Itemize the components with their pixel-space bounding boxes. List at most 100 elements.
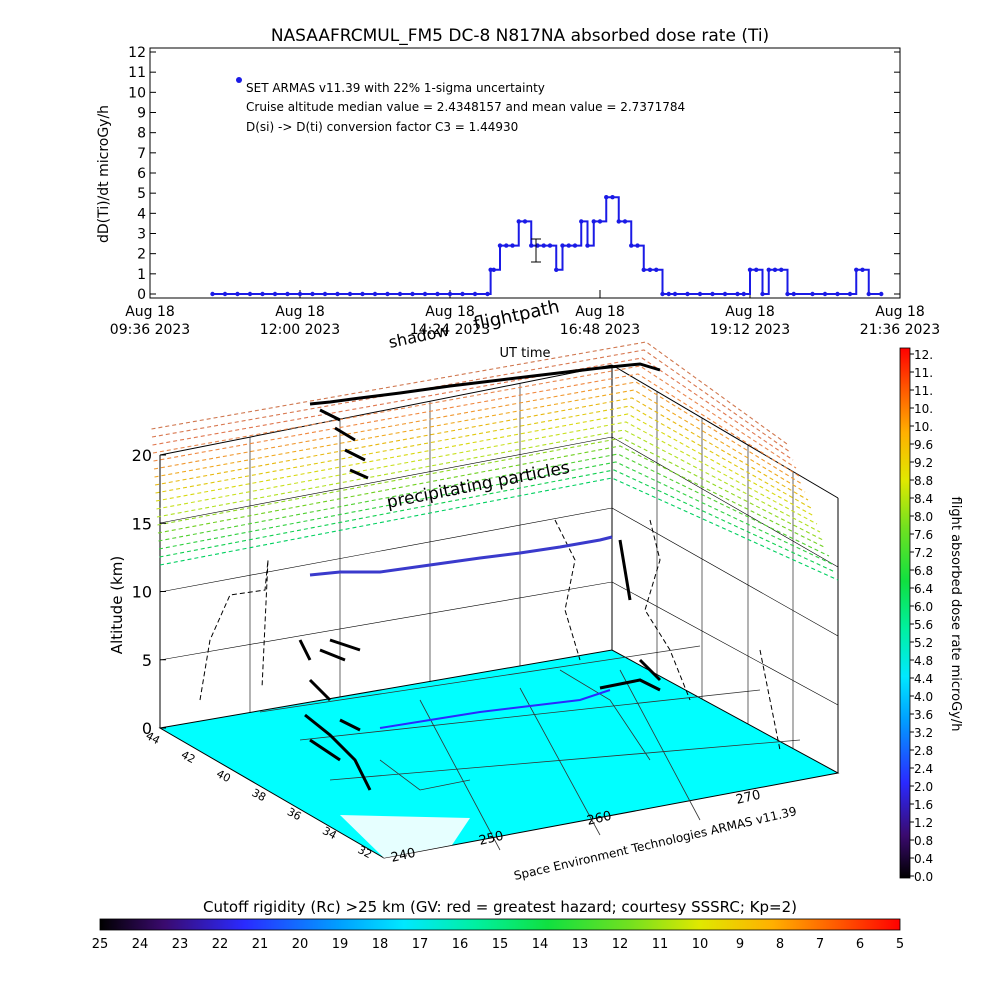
data-point bbox=[385, 291, 390, 297]
data-point bbox=[791, 291, 796, 297]
dose-tick-label: 10. bbox=[914, 402, 933, 416]
ground-track bbox=[304, 678, 661, 791]
rigidity-tick-label: 20 bbox=[292, 937, 309, 952]
data-point bbox=[516, 219, 521, 224]
dose-tick-label: 0.4 bbox=[914, 852, 933, 866]
data-point bbox=[697, 291, 703, 297]
y-tick-label: 2 bbox=[137, 247, 146, 263]
x-tick-label: 21:36 2023 bbox=[860, 322, 940, 338]
map-white-patch bbox=[340, 815, 470, 858]
y-tick-label: 7 bbox=[137, 146, 146, 162]
data-point bbox=[397, 291, 403, 297]
dose-tick-label: 7.6 bbox=[914, 528, 933, 542]
dose-tick-label: 0.0 bbox=[914, 870, 933, 884]
data-point bbox=[754, 267, 759, 272]
data-point bbox=[597, 219, 603, 224]
latitude-axis: 44 42 40 38 36 34 32 bbox=[144, 729, 374, 861]
rigidity-tick-label: 11 bbox=[652, 937, 669, 952]
data-point bbox=[591, 219, 596, 224]
rigidity-tick-label: 19 bbox=[332, 937, 349, 952]
particle-layer bbox=[152, 357, 794, 461]
rigidity-tick-label: 18 bbox=[372, 937, 389, 952]
rigidity-tick-label: 8 bbox=[776, 937, 784, 952]
data-point bbox=[504, 243, 509, 248]
latitude-tick-label: 44 bbox=[144, 729, 162, 747]
dose-colorbar-label: flight absorbed dose rate microGy/h bbox=[948, 497, 963, 732]
data-point bbox=[210, 291, 215, 297]
dose-tick-label: 5.6 bbox=[914, 618, 933, 632]
data-point bbox=[347, 291, 353, 297]
y-axis-label: dD(Ti)/dt microGy/h bbox=[96, 105, 112, 243]
z-axis-label: Altitude (km) bbox=[108, 556, 126, 654]
dose-tick-label: 3.2 bbox=[914, 726, 933, 740]
data-point bbox=[372, 291, 378, 297]
data-point bbox=[585, 243, 590, 248]
chart-title: NASAAFRCMUL_FM5 DC-8 N817NA absorbed dos… bbox=[271, 26, 769, 46]
dose-tick-label: 8.4 bbox=[914, 492, 933, 506]
rigidity-tick-label: 17 bbox=[412, 937, 429, 952]
dose-tick-label: 1.2 bbox=[914, 816, 933, 830]
data-point bbox=[854, 267, 859, 272]
rigidity-tick-label: 7 bbox=[816, 937, 824, 952]
dose-tick-label: 11. bbox=[914, 366, 933, 380]
particle-layer bbox=[151, 341, 788, 445]
rigidity-tick-label: 5 bbox=[896, 937, 904, 952]
x-tick-label: Aug 18 bbox=[275, 304, 325, 320]
z-tick-label: 5 bbox=[142, 651, 152, 670]
data-point bbox=[666, 291, 671, 297]
data-point bbox=[322, 291, 328, 297]
data-point bbox=[741, 291, 746, 297]
data-point bbox=[772, 267, 778, 272]
dose-tick-label: 9.2 bbox=[914, 456, 933, 470]
particle-layer bbox=[154, 397, 809, 501]
y-tick-label: 3 bbox=[137, 227, 146, 243]
rigidity-tick-label: 23 bbox=[172, 937, 189, 952]
data-point bbox=[735, 291, 740, 297]
data-point bbox=[629, 243, 634, 248]
data-point bbox=[810, 291, 815, 297]
data-point bbox=[635, 243, 640, 248]
data-point bbox=[247, 291, 253, 297]
latitude-tick-label: 40 bbox=[214, 767, 232, 785]
data-point bbox=[685, 291, 690, 297]
z-tick-label: 20 bbox=[132, 446, 152, 465]
y-tick-label: 12 bbox=[128, 45, 146, 61]
x-tick-label: Aug 18 bbox=[575, 304, 625, 320]
data-point bbox=[560, 243, 565, 248]
series-line bbox=[212, 196, 882, 295]
y-tick-label: 1 bbox=[137, 267, 146, 283]
data-point bbox=[529, 243, 534, 248]
data-point bbox=[422, 291, 428, 297]
x-tick-label: Aug 18 bbox=[875, 304, 925, 320]
particle-layer bbox=[158, 453, 830, 557]
data-point bbox=[285, 291, 290, 297]
data-point bbox=[622, 219, 628, 224]
dose-tick-label: 4.8 bbox=[914, 654, 933, 668]
annotation-2: Cruise altitude median value = 2.4348157… bbox=[246, 100, 685, 114]
dose-tick-label: 10. bbox=[914, 420, 933, 434]
dose-tick-label: 6.4 bbox=[914, 582, 933, 596]
y-tick-label: 8 bbox=[137, 126, 146, 142]
data-point bbox=[566, 243, 571, 248]
dose-tick-label: 7.2 bbox=[914, 546, 933, 560]
ground-cruise-track bbox=[379, 689, 611, 729]
longitude-tick-label: 260 bbox=[586, 809, 614, 829]
dose-tick-label: 4.4 bbox=[914, 672, 933, 686]
dose-tick-label: 9.6 bbox=[914, 438, 933, 452]
data-point bbox=[835, 291, 840, 297]
flightpath-label: flightpath bbox=[472, 296, 562, 335]
data-point bbox=[435, 291, 440, 297]
particle-layer bbox=[157, 437, 824, 541]
dose-tick-label: 5.2 bbox=[914, 636, 933, 650]
map-state-lines bbox=[259, 645, 801, 851]
data-point bbox=[541, 243, 546, 248]
dose-tick-label: 2.0 bbox=[914, 780, 933, 794]
rigidity-tick-label: 9 bbox=[736, 937, 744, 952]
dose-tick-label: 2.4 bbox=[914, 762, 933, 776]
data-point bbox=[579, 219, 584, 224]
z-tick-label: 15 bbox=[132, 514, 152, 533]
rigidity-tick-label: 21 bbox=[252, 937, 269, 952]
data-point bbox=[310, 291, 315, 297]
